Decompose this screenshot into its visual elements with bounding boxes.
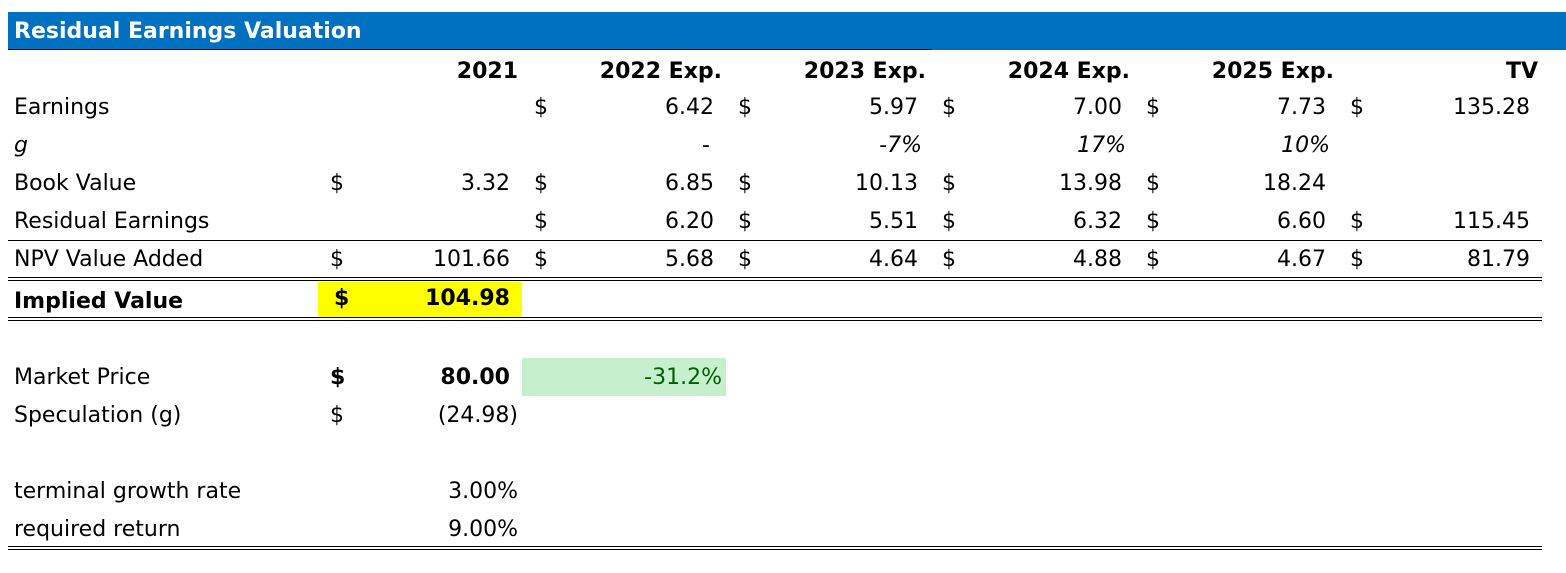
currency-symbol: $ [1146,95,1160,120]
currency-symbol: $ [1350,209,1364,234]
npv-tv: 81.79 [1467,247,1530,272]
price-difference: -31.2% [644,365,722,390]
row-label-implied-value: Implied Value [14,289,184,314]
currency-symbol: $ [1146,171,1160,196]
currency-symbol: $ [534,247,548,272]
npv-2024: 4.88 [1073,247,1122,272]
currency-symbol: $ [738,247,752,272]
residual-earnings-2025: 6.60 [1277,209,1326,234]
title-underline [8,49,931,50]
currency-symbol: $ [738,209,752,234]
g-2023: -7% [879,133,922,158]
currency-symbol: $ [534,171,548,196]
row-label-terminal-growth-rate: terminal growth rate [14,479,242,504]
book-value-2023: 10.13 [855,171,918,196]
row-border-double [8,277,1542,278]
currency-symbol: $ [1350,247,1364,272]
currency-symbol: $ [738,95,752,120]
row-label-npv-value-added: NPV Value Added [14,247,204,272]
sheet-title: Residual Earnings Valuation [14,19,362,44]
row-label-residual-earnings: Residual Earnings [14,209,210,234]
currency-symbol: $ [330,403,344,428]
col-header-2022: 2022 Exp. [599,59,722,84]
row-label-book-value: Book Value [14,171,137,196]
currency-symbol: $ [534,209,548,234]
residual-earnings-tv: 115.45 [1453,209,1530,234]
earnings-2023: 5.97 [869,95,918,120]
residual-earnings-2024: 6.32 [1073,209,1122,234]
row-border [8,240,1542,241]
speculation-value: (24.98) [437,403,518,428]
currency-symbol: $ [942,95,956,120]
earnings-2022: 6.42 [665,95,714,120]
earnings-2024: 7.00 [1073,95,1122,120]
currency-symbol: $ [738,171,752,196]
currency-symbol: $ [942,247,956,272]
g-2022: - [702,133,710,158]
required-return-value: 9.00% [448,517,518,542]
book-value-2025: 18.24 [1263,171,1326,196]
col-header-2021: 2021 [456,59,518,84]
currency-symbol: $ [334,286,350,311]
row-label-speculation: Speculation (g) [14,403,182,428]
col-header-tv: TV [1505,59,1538,84]
residual-earnings-2022: 6.20 [665,209,714,234]
terminal-growth-rate-value: 3.00% [448,479,518,504]
row-label-required-return: required return [14,517,181,542]
earnings-2025: 7.73 [1277,95,1326,120]
npv-2022: 5.68 [665,247,714,272]
currency-symbol: $ [330,171,344,196]
row-label-market-price: Market Price [14,365,151,390]
currency-symbol: $ [1146,209,1160,234]
currency-symbol: $ [942,209,956,234]
book-value-2021: 3.32 [461,171,510,196]
col-header-2024: 2024 Exp. [1007,59,1130,84]
npv-2025: 4.67 [1277,247,1326,272]
npv-2023: 4.64 [869,247,918,272]
book-value-2024: 13.98 [1059,171,1122,196]
row-border-double [8,549,1542,550]
difference-highlight [522,358,726,396]
currency-symbol: $ [330,247,344,272]
residual-earnings-2023: 5.51 [869,209,918,234]
book-value-2022: 6.85 [665,171,714,196]
g-2025: 10% [1281,133,1330,158]
row-label-g: g [14,133,28,158]
col-header-2023: 2023 Exp. [803,59,926,84]
row-border-double [8,317,1542,318]
currency-symbol: $ [330,365,346,390]
earnings-tv: 135.28 [1453,95,1530,120]
currency-symbol: $ [534,95,548,120]
row-border-double [8,280,1542,281]
currency-symbol: $ [942,171,956,196]
npv-2021: 101.66 [433,247,510,272]
col-header-2025: 2025 Exp. [1211,59,1334,84]
implied-value-highlight [318,282,522,318]
implied-value: 104.98 [425,286,510,311]
market-price: 80.00 [440,365,510,390]
currency-symbol: $ [1146,247,1160,272]
g-2024: 17% [1077,133,1126,158]
currency-symbol: $ [1350,95,1364,120]
row-border-double [8,546,1542,547]
title-bar [8,12,1566,50]
row-label-earnings: Earnings [14,95,110,120]
row-border-double [8,320,1542,321]
